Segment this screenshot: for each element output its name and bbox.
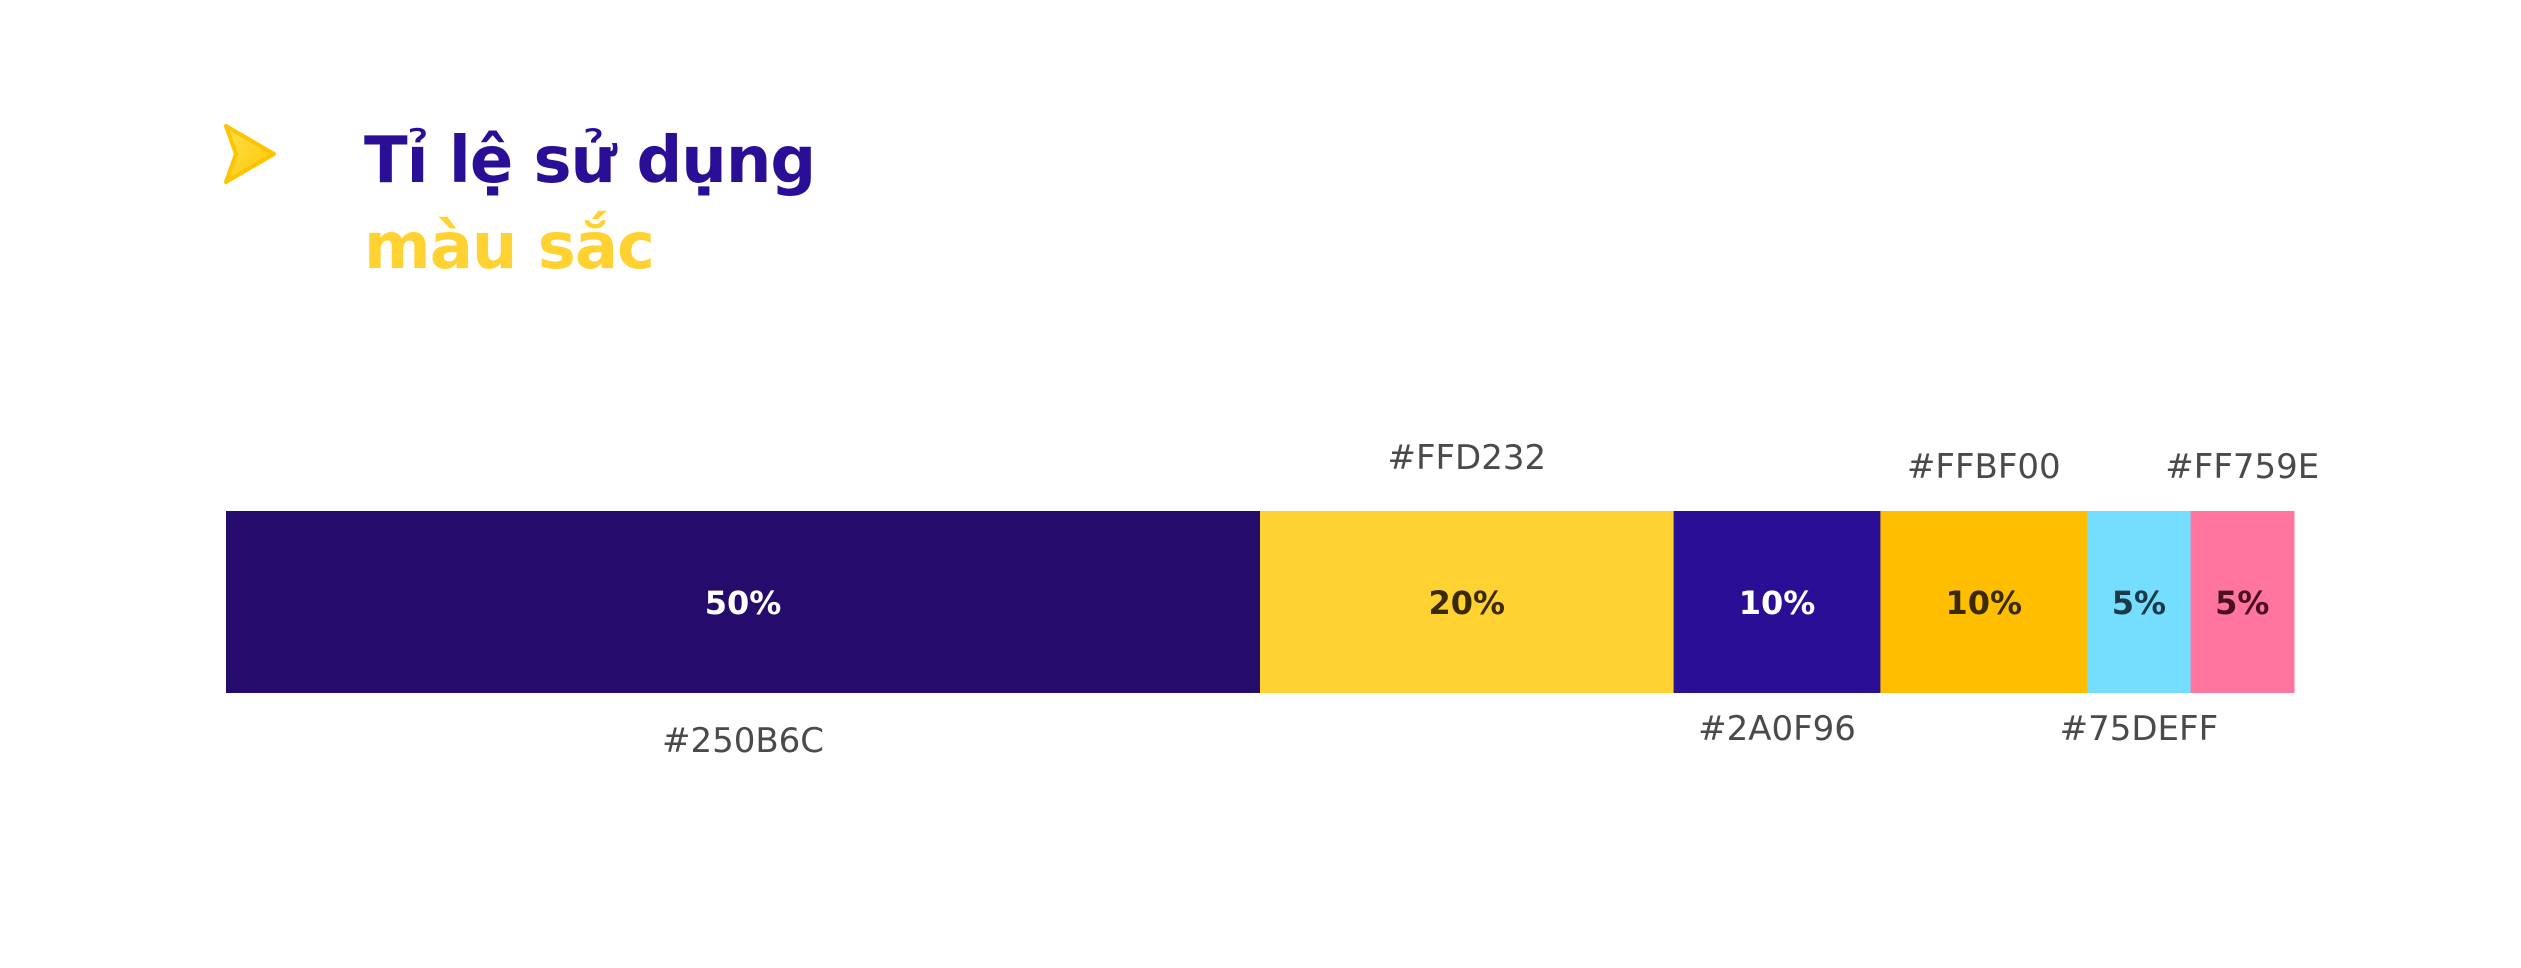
bar-segment-4 <box>1880 511 2088 693</box>
segment-value-label-4: 10% <box>1946 584 2023 622</box>
segment-hex-label-3: #2A0F96 <box>1698 709 1856 749</box>
segment-hex-label-4: #FFBF00 <box>1907 447 2061 487</box>
chart-title: Tỉ lệ sử dụng màu sắc <box>364 118 816 290</box>
bar-segment-3 <box>1673 511 1881 693</box>
segment-hex-label-6: #FF759E <box>2165 447 2319 487</box>
segment-hex-label-5: #75DEFF <box>2060 709 2219 749</box>
segment-hex-label-1: #250B6C <box>662 721 824 761</box>
segment-value-label-1: 50% <box>705 584 782 622</box>
bar-segment-2 <box>1260 511 1675 693</box>
bar-segment-1 <box>226 511 1261 693</box>
title-line-1: Tỉ lệ sử dụng <box>364 124 816 198</box>
segment-value-label-6: 5% <box>2215 584 2269 622</box>
arrow-pointer-icon <box>224 124 276 184</box>
segment-value-label-2: 20% <box>1429 584 1506 622</box>
bar-segment-5 <box>2087 511 2192 693</box>
segment-value-label-5: 5% <box>2112 584 2166 622</box>
segment-value-label-3: 10% <box>1739 584 1816 622</box>
segment-hex-label-2: #FFD232 <box>1387 438 1546 478</box>
bar-segment-6 <box>2190 511 2295 693</box>
title-line-2: màu sắc <box>364 210 655 284</box>
